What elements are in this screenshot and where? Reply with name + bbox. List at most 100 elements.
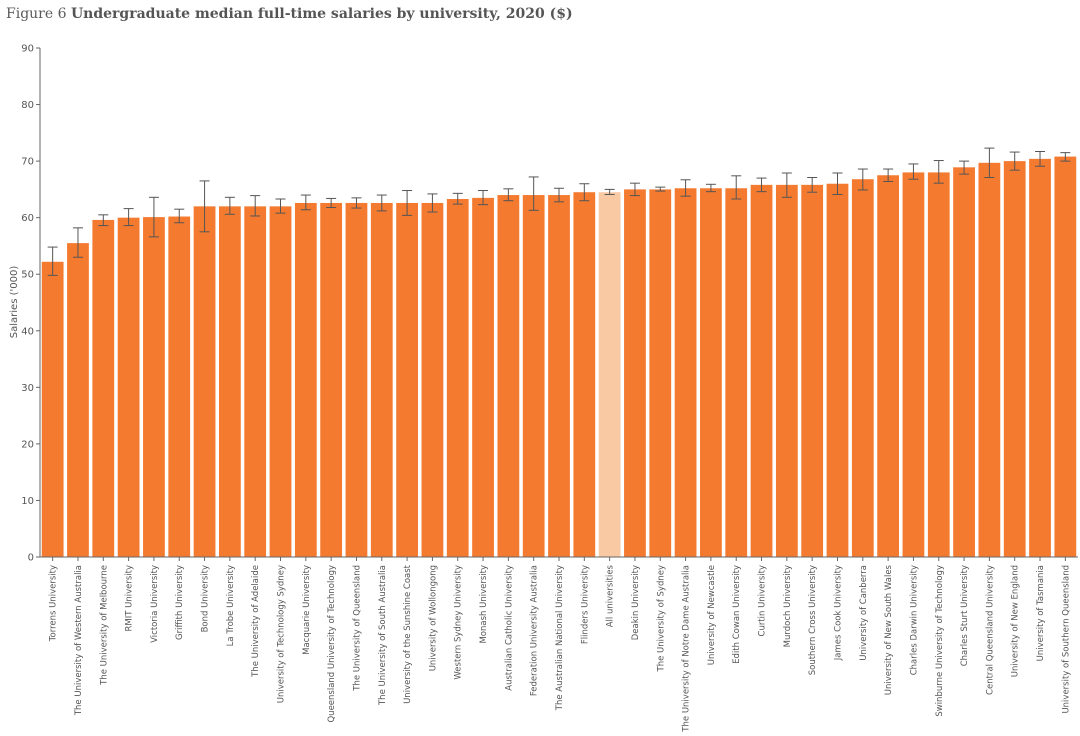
- x-tick-label: University of Newcastle: [707, 565, 717, 665]
- x-tick-label: University of the Sunshine Coast: [403, 564, 413, 704]
- x-tick-label: Queensland University of Technology: [327, 565, 337, 723]
- y-axis-label: Salaries ('000): [9, 266, 20, 339]
- bar: [472, 197, 494, 557]
- x-tick-label: Federation University Australia: [530, 565, 540, 696]
- bar: [218, 206, 241, 557]
- y-axis: 0 10 20 30 40 50 60 70 80 90: [21, 44, 41, 564]
- x-tick-label: Torrens University: [49, 565, 59, 642]
- y-tick-label: 80: [21, 100, 34, 111]
- y-tick-label: 60: [21, 213, 34, 224]
- bar: [92, 219, 115, 557]
- bar: [244, 206, 267, 557]
- figure-title: Figure 6 Undergraduate median full-time …: [6, 6, 573, 22]
- bar: [497, 195, 520, 558]
- bar: [67, 243, 89, 557]
- y-tick-label: 50: [21, 270, 34, 281]
- x-tick-label: All universities: [606, 564, 616, 627]
- bar: [851, 179, 874, 557]
- bar: [421, 202, 444, 557]
- figure-label: Figure 6: [6, 6, 67, 22]
- bars-group: [41, 156, 1077, 558]
- bar: [320, 202, 343, 557]
- x-tick-label: The University of Notre Dame Australia: [682, 565, 692, 733]
- bar: [598, 192, 621, 557]
- bar: [953, 167, 975, 558]
- bar: [725, 188, 748, 557]
- bar: [1003, 161, 1026, 557]
- bar: [522, 195, 545, 558]
- bar: [624, 189, 646, 557]
- x-tick-label: Charles Darwin University: [909, 565, 919, 675]
- bar: [674, 188, 697, 557]
- y-tick-label: 0: [28, 553, 34, 564]
- x-tick-label: The University of Melbourne: [99, 565, 109, 686]
- bar: [826, 183, 849, 557]
- x-tick-label: Swinburne University of Technology: [935, 565, 945, 717]
- x-tick-label: Australian Catholic University: [504, 565, 514, 691]
- bar: [902, 172, 925, 557]
- bar: [193, 206, 216, 557]
- bar: [978, 162, 1001, 557]
- bar: [117, 217, 140, 557]
- y-tick-label: 40: [21, 326, 34, 337]
- x-tick-label: University of New South Wales: [884, 564, 894, 695]
- x-tick-label: James Cook University: [833, 565, 843, 661]
- x-tick-label: The University of Western Australia: [74, 565, 84, 716]
- bar: [775, 184, 798, 557]
- bar: [1029, 158, 1051, 558]
- y-tick-label: 20: [21, 439, 34, 450]
- bar: [649, 189, 672, 557]
- bar: [294, 202, 317, 557]
- x-tick-label: Deakin University: [631, 565, 641, 640]
- x-tick-label: Central Queensland University: [985, 565, 995, 695]
- bar: [396, 202, 418, 557]
- x-tick-label: Monash University: [479, 565, 489, 644]
- x-tick-label: University of Wollongong: [428, 565, 438, 671]
- bar: [877, 175, 900, 557]
- x-axis: Torrens University The University of West…: [40, 556, 1078, 733]
- y-tick-label: 30: [21, 383, 34, 394]
- x-tick-label: The University of Queensland: [352, 565, 362, 692]
- x-tick-label: University of Tasmania: [1036, 565, 1046, 661]
- error-bars-group: [47, 147, 1071, 276]
- x-tick-label: Edith Cowan University: [732, 565, 742, 664]
- y-tick-label: 90: [21, 44, 34, 55]
- x-tick-label: University of Southern Queensland: [1061, 565, 1071, 714]
- bar: [143, 217, 165, 557]
- bar: [801, 184, 824, 557]
- bar: [41, 261, 64, 557]
- x-tick-label: Western Sydney University: [454, 565, 464, 680]
- x-tick-label: Victoria University: [150, 565, 160, 643]
- bar: [370, 202, 393, 557]
- x-tick-label: University of Technology Sydney: [277, 565, 287, 703]
- bar: [927, 172, 950, 557]
- x-tick-label: Curtin University: [758, 565, 768, 636]
- x-tick-label: Charles Sturt University: [960, 565, 970, 666]
- x-tick-label: RMIT University: [125, 565, 135, 632]
- figure-title-text: Undergraduate median full-time salaries …: [70, 6, 573, 22]
- x-tick-label: The University of Sydney: [656, 565, 666, 672]
- bar: [700, 188, 722, 557]
- x-tick-label: The Australian National University: [555, 565, 565, 711]
- x-tick-label: Bond University: [201, 565, 211, 632]
- x-tick-label: The University of South Australia: [378, 565, 388, 706]
- x-tick-label: University of New England: [1011, 565, 1021, 677]
- y-tick-label: 70: [21, 157, 34, 168]
- y-tick-label: 10: [21, 496, 34, 507]
- x-tick-label: Murdoch University: [783, 565, 793, 647]
- x-tick-label: Flinders University: [580, 565, 590, 644]
- bar: [548, 195, 570, 558]
- bar: [446, 199, 469, 557]
- x-tick-label: University of Canberra: [859, 565, 869, 661]
- bar: [269, 206, 292, 557]
- bar: [1054, 156, 1077, 557]
- bar: [168, 216, 191, 557]
- x-tick-label: Griffith University: [175, 565, 185, 640]
- x-tick-label: Macquarie University: [302, 565, 312, 655]
- bar: [345, 202, 368, 557]
- bar: [573, 192, 596, 557]
- x-tick-label: La Trobe University: [226, 565, 236, 646]
- x-tick-label: Southern Cross University: [808, 565, 818, 675]
- x-tick-label: The University of Adelaide: [251, 565, 261, 678]
